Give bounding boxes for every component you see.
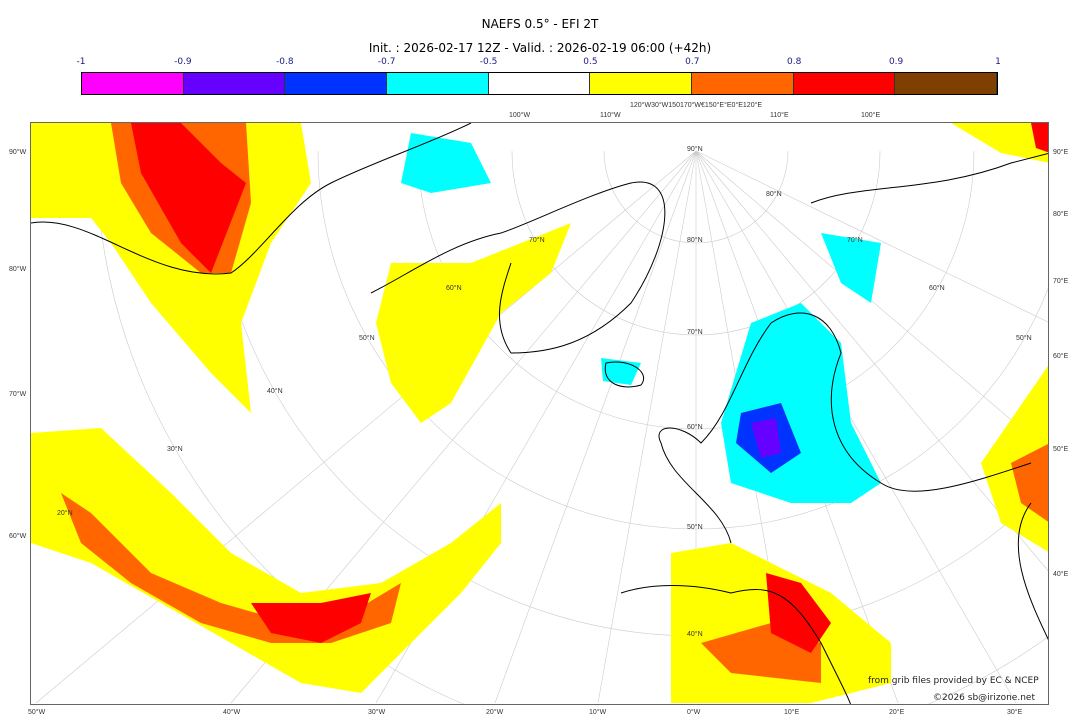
- axis-label: 90°E: [1053, 149, 1069, 156]
- axis-label: 40°W: [223, 709, 241, 716]
- axis-label: 30°E: [1007, 709, 1023, 716]
- axis-label: 80°N: [687, 237, 703, 244]
- axis-label: 20°W: [486, 709, 504, 716]
- axis-label: 70°W: [9, 391, 27, 398]
- colorbar-swatch: [895, 73, 998, 94]
- axis-label: 50°E: [1053, 446, 1069, 453]
- axis-label: 70°N: [687, 329, 703, 336]
- colorbar-swatch: [488, 73, 591, 94]
- axis-label: 70°N: [529, 237, 545, 244]
- colorbar-swatch: [387, 73, 489, 94]
- colorbar-tick: 0.8: [787, 57, 802, 67]
- data-source-credit: from grib files provided by EC & NCEP: [868, 676, 1039, 686]
- efi-map: [31, 123, 1048, 704]
- axis-label: 50°N: [359, 335, 375, 342]
- colorbar-swatch: [793, 73, 896, 94]
- axis-label: 70°E: [1053, 278, 1069, 285]
- axis-label: 10°E: [784, 709, 800, 716]
- axis-label: 110°E: [770, 112, 789, 119]
- axis-label: 40°E: [1053, 571, 1069, 578]
- axis-label: 40°N: [687, 631, 703, 638]
- coastlines: [31, 123, 1048, 704]
- colorbar-tick: 1: [995, 57, 1001, 67]
- axis-label: 50°W: [28, 709, 46, 716]
- colorbar-tick: 0.5: [583, 57, 598, 67]
- colorbar-tick: -0.9: [174, 57, 192, 67]
- axis-label: 60°N: [929, 285, 945, 292]
- map-area: [30, 122, 1049, 705]
- axis-label: 60°N: [446, 285, 462, 292]
- axis-label: 110°W: [600, 112, 621, 119]
- colorbar-swatch: [285, 73, 388, 94]
- axis-label: 80°N: [766, 191, 782, 198]
- axis-label: 10°W: [589, 709, 607, 716]
- axis-label: 60°W: [9, 533, 27, 540]
- colorbar-tick: -0.7: [377, 57, 396, 67]
- warm-anomaly-regions: [31, 123, 1048, 703]
- axis-label: 60°N: [687, 424, 703, 431]
- map-title: NAEFS 0.5° - EFI 2T: [481, 17, 599, 31]
- axis-label: 20°N: [57, 510, 73, 517]
- colorbar-tick: -0.5: [479, 57, 498, 67]
- colorbar-tick: 0.9: [888, 57, 904, 67]
- axis-label: 30°W: [368, 709, 386, 716]
- axis-label: 120°W30°W150170°W€150°E°E0°E120°E: [630, 102, 763, 109]
- axis-label: 0°W: [687, 709, 701, 716]
- colorbar-swatch: [692, 73, 794, 94]
- axis-label: 80°E: [1053, 211, 1069, 218]
- axis-label: 40°N: [267, 388, 283, 395]
- colorbar-swatch: [183, 73, 286, 94]
- axis-label: 80°W: [9, 266, 27, 273]
- colorbar: [81, 72, 998, 95]
- map-subtitle: Init. : 2026-02-17 12Z - Valid. : 2026-0…: [368, 41, 712, 55]
- axis-label: 100°W: [509, 112, 531, 119]
- axis-label: 20°E: [889, 709, 905, 716]
- colorbar-tick: -0.8: [275, 57, 294, 67]
- axis-label: 100°E: [861, 112, 881, 119]
- colorbar-tick: 0.7: [685, 57, 700, 67]
- axis-label: 90°W: [9, 149, 27, 156]
- colorbar-swatch: [590, 73, 693, 94]
- axis-label: 50°N: [1016, 335, 1032, 342]
- axis-label: 50°N: [687, 524, 703, 531]
- graticule: [35, 150, 1048, 704]
- axis-label: 30°N: [167, 446, 183, 453]
- copyright: ©2026 sb@irizone.net: [933, 693, 1035, 703]
- colorbar-swatch: [82, 73, 184, 94]
- axis-label: 70°N: [847, 237, 863, 244]
- axis-label: 90°N: [687, 146, 703, 153]
- colorbar-tick: -1: [76, 57, 86, 67]
- axis-label: 60°E: [1053, 353, 1069, 360]
